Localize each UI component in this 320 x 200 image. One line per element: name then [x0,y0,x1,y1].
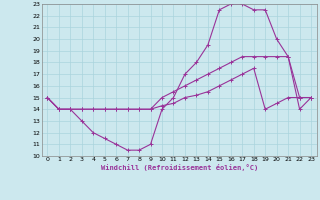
X-axis label: Windchill (Refroidissement éolien,°C): Windchill (Refroidissement éolien,°C) [100,164,258,171]
